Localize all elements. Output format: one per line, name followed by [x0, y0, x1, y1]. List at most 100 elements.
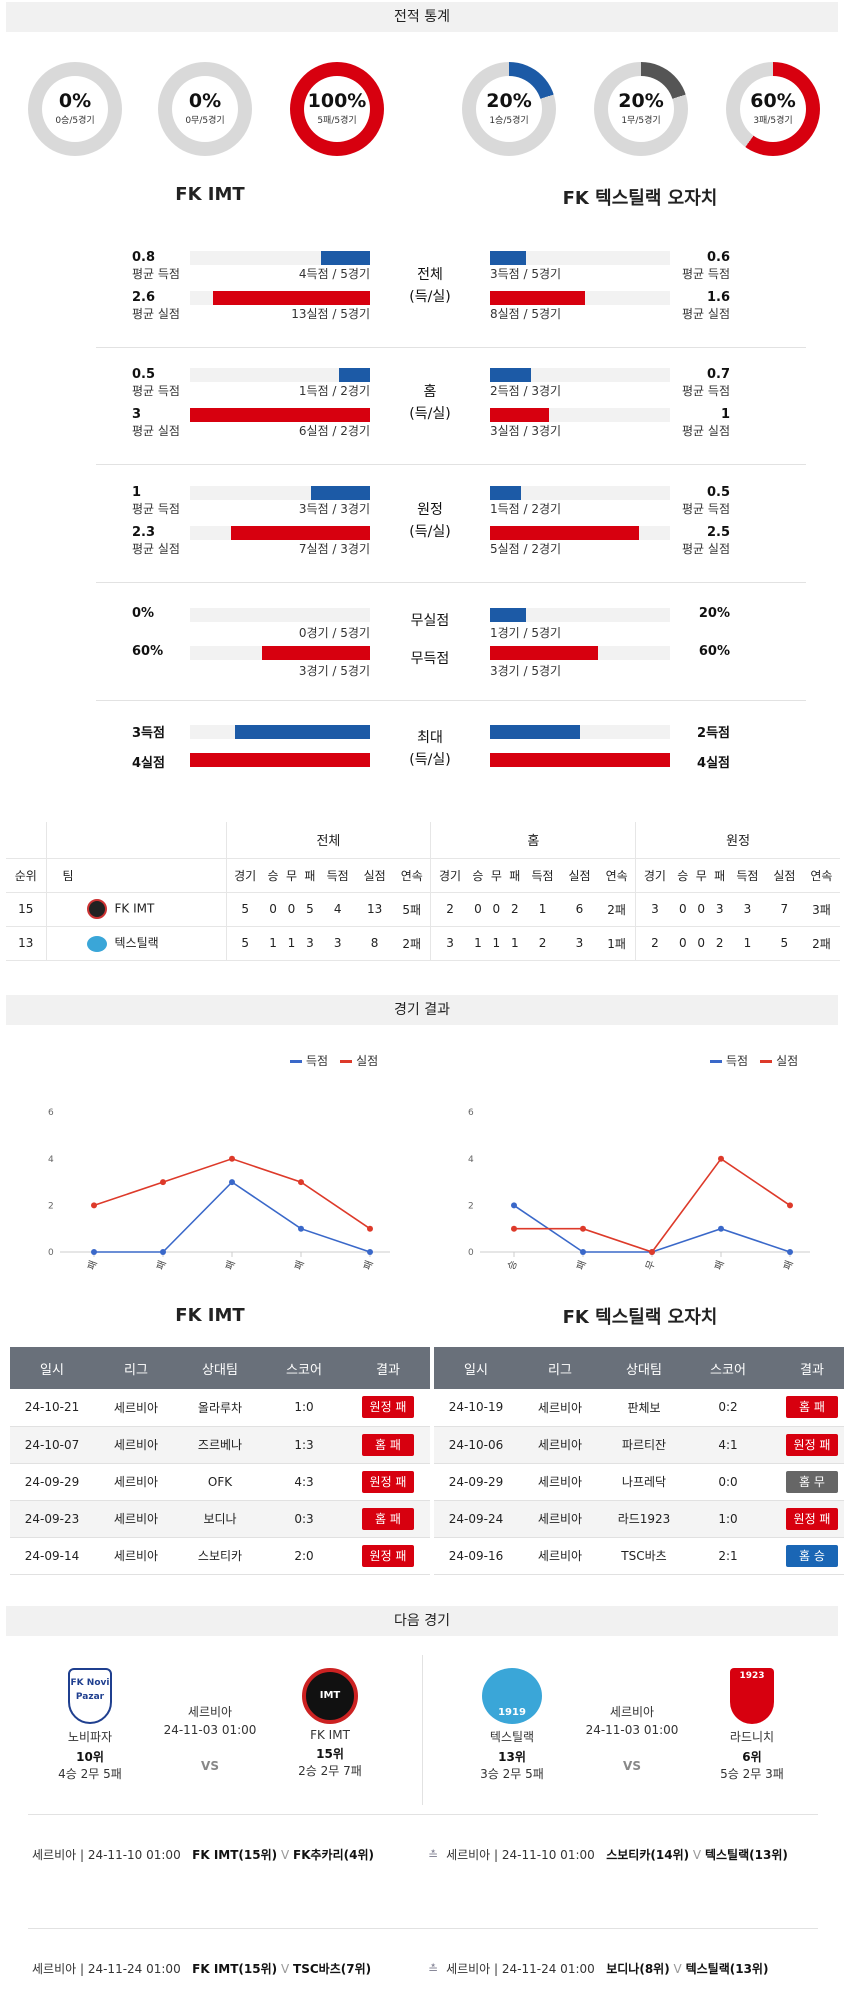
match-league: 세르비아	[187, 1705, 233, 1719]
col-header: 연속	[393, 858, 431, 893]
stat-cell: 1	[505, 926, 525, 961]
future-match-row[interactable]: ≛ 세르비아 | 24-11-24 01:00 보디나(8위) V 텍스틸랙(13…	[428, 1960, 768, 1977]
col-header: 득점	[524, 858, 562, 893]
match-date: 24-10-19	[434, 1389, 518, 1427]
match-opponent: 즈르베나	[178, 1426, 262, 1464]
home-results-title: FK IMT	[175, 1305, 245, 1326]
home-avg-score-value: 1	[132, 485, 142, 500]
match-col-header: 일시	[10, 1347, 94, 1389]
donut-chart: 0% 0승/5경기	[28, 62, 122, 156]
tekstilac-logo-icon	[86, 935, 107, 952]
stat-cell: 2	[524, 926, 562, 961]
match-info: 세르비아 24-11-03 01:00 VS	[150, 1703, 270, 1773]
home-avg-score-label: 평균 득점	[132, 267, 180, 281]
donut-percent: 0%	[188, 90, 222, 112]
team-name[interactable]: 노비파자	[67, 1730, 113, 1744]
team-block: FK Novi Pazar 노비파자 10위 4승 2무 5패	[40, 1668, 140, 1782]
section-separator	[96, 347, 806, 348]
away-concede-caption: 5실점 / 2경기	[490, 542, 562, 556]
home-avg-score-value: 0.8	[132, 250, 156, 265]
x-tick-label: 패	[223, 1259, 237, 1272]
section-title-next: 다음 경기	[6, 1606, 838, 1636]
col-header: 경기	[430, 858, 469, 893]
section-separator	[96, 464, 806, 465]
col-header: 패	[710, 858, 729, 893]
match-opponent: 파르티잔	[602, 1426, 686, 1464]
chevron-down-icon: ≛	[428, 1962, 439, 1976]
future-match-row[interactable]: ≛ 세르비아 | 24-11-10 01:00 스보티카(14위) V 텍스틸랙(…	[428, 1846, 788, 1863]
stat-group-title: 전체	[417, 267, 443, 283]
team-name[interactable]: FK IMT	[310, 1728, 350, 1742]
stat-cell: 3	[319, 926, 357, 961]
data-point	[229, 1155, 235, 1162]
donut-record: 0승/5경기	[55, 116, 95, 126]
team-name[interactable]: 텍스틸랙	[489, 1730, 535, 1744]
away-team-name: FK 텍스틸랙 오자치	[562, 188, 718, 209]
concede-bar	[490, 526, 639, 540]
donut-hole: 100% 5패/5경기	[304, 76, 370, 142]
stat-group-title: 홈	[423, 384, 437, 400]
away-avg-score-label: 평균 득점	[682, 502, 730, 516]
match-score: 1:0	[686, 1500, 770, 1538]
match-league: 세르비아	[609, 1705, 655, 1719]
match-league: 세르비아	[518, 1426, 602, 1464]
future-match-row[interactable]: 세르비아 | 24-11-24 01:00 FK IMT(15위) V TSC바…	[32, 1960, 371, 1977]
donut-record: 1무/5경기	[621, 116, 661, 126]
result-badge: 홈 승	[786, 1544, 838, 1567]
match-score: 0:2	[686, 1389, 770, 1427]
team-name[interactable]: 라드니치	[729, 1730, 775, 1744]
series-line	[94, 1181, 371, 1253]
col-header: 무	[282, 858, 301, 893]
match-date: 24-09-14	[10, 1537, 94, 1575]
vs-mark: V	[280, 1962, 290, 1976]
bar-track	[490, 251, 670, 265]
stat-cell: 6	[561, 892, 598, 927]
home-avg-concede-value: 2.3	[132, 525, 156, 540]
stat-cell: 7	[765, 892, 803, 927]
stat-cell: 2	[635, 926, 674, 961]
donut-record: 5패/5경기	[317, 116, 357, 126]
stat-cell: 3패	[802, 892, 840, 927]
match-time: 24-11-03 01:00	[585, 1723, 679, 1737]
match-league: 세르비아	[94, 1537, 178, 1575]
col-header: 득점	[319, 858, 357, 893]
col-header: 승	[263, 858, 283, 893]
team-header: 팀	[45, 858, 226, 893]
stat-group-label: 원정 (득/실)	[390, 499, 470, 543]
home-concede-caption: 13실점 / 5경기	[291, 307, 370, 321]
stat-cell: 0	[282, 892, 301, 927]
home-avg-score-label: 평균 득점	[132, 502, 180, 516]
bar-track	[190, 368, 370, 382]
away-concede-caption: 3실점 / 3경기	[490, 424, 562, 438]
standings-group: 원정	[635, 822, 840, 859]
match-league: 세르비아	[518, 1463, 602, 1501]
away-concede-caption: 8실점 / 5경기	[490, 307, 562, 321]
stat-cell: 2패	[597, 892, 636, 927]
max-title: 최대	[417, 730, 443, 746]
match-col-header: 상대팀	[602, 1347, 686, 1389]
stat-cell: 0	[673, 892, 692, 927]
data-point	[718, 1155, 724, 1162]
match-info: 세르비아 24-11-03 01:00 VS	[572, 1703, 692, 1773]
stat-cell: 13	[356, 892, 394, 927]
col-header: 무	[487, 858, 506, 893]
stat-cell: 1	[282, 926, 301, 961]
home-avg-concede-label: 평균 실점	[132, 424, 180, 438]
y-tick-label: 6	[468, 1108, 474, 1118]
home-avg-concede-value: 2.6	[132, 290, 156, 305]
home-score-caption: 4득점 / 5경기	[298, 267, 370, 281]
fk-imt-logo-icon: IMT	[302, 1668, 358, 1724]
standings-col-header: 순위 팀 경기 승 무 패 득점 실점 연속 경기 승 무 패 득점 실점 연속 경기 승 무 패 득점 실점 연속	[6, 858, 840, 893]
future-match-row[interactable]: 세르비아 | 24-11-10 01:00 FK IMT(15위) V FK추카…	[32, 1846, 374, 1863]
score-bar	[490, 486, 521, 500]
score-bar	[490, 608, 526, 622]
match-date: 24-09-29	[10, 1463, 94, 1501]
col-header: 연속	[597, 858, 636, 893]
x-tick-label: 패	[574, 1259, 588, 1272]
stat-group-subtitle: (득/실)	[409, 524, 451, 540]
stat-cell: 2	[710, 926, 729, 961]
match-date: 24-10-06	[434, 1426, 518, 1464]
future-team-b: 텍스틸랙(13위)	[685, 1962, 769, 1976]
concede-bar	[190, 753, 370, 767]
stat-group-title: 원정	[417, 502, 443, 518]
